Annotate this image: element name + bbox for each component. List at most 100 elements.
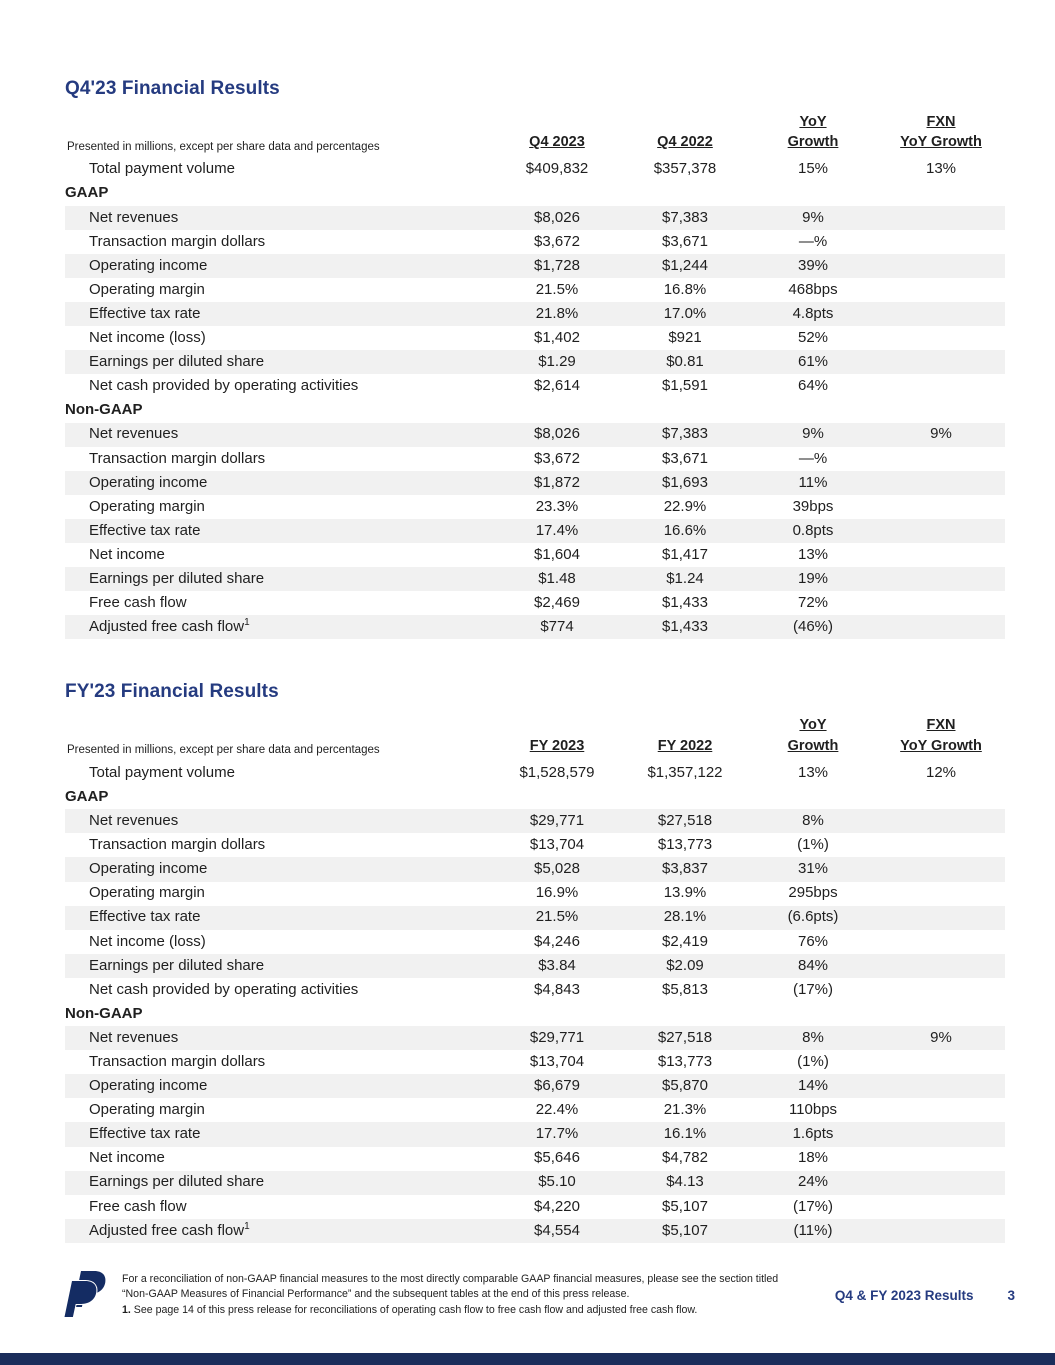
cell-value: $4.13 xyxy=(666,1173,704,1191)
cell-value: $5,813 xyxy=(662,980,708,998)
cell-value: 9% xyxy=(930,425,952,443)
row-label: Operating income xyxy=(89,860,208,878)
cell-value xyxy=(877,1074,1005,1098)
row-label: Transaction margin dollars xyxy=(89,232,266,250)
cell-value: $1,528,579 xyxy=(519,763,595,781)
cell-value: $4,843 xyxy=(534,980,580,998)
cell-value xyxy=(877,954,1005,978)
cell-value: (1%) xyxy=(797,836,829,854)
row-label: Transaction margin dollars xyxy=(89,449,266,467)
cell-value: $5,107 xyxy=(662,1221,708,1239)
table-row: Earnings per diluted share $3.84 $2.09 84% xyxy=(65,953,1005,978)
cell-value: $3,672 xyxy=(534,449,580,467)
cell-value xyxy=(877,809,1005,833)
cell-value xyxy=(877,857,1005,881)
cell-value: $774 xyxy=(540,618,574,636)
section-header-row: Non-GAAP xyxy=(65,399,1005,423)
cell-value: 61% xyxy=(797,353,829,371)
row-label: Effective tax rate xyxy=(89,521,201,539)
cell-value xyxy=(877,567,1005,591)
cell-value: (6.6pts) xyxy=(787,908,839,926)
cell-value xyxy=(877,399,1005,423)
cell-value xyxy=(877,1195,1005,1219)
cell-value xyxy=(621,182,749,206)
cell-value xyxy=(877,1171,1005,1195)
row-label: Net income (loss) xyxy=(89,329,206,347)
cell-value: 9% xyxy=(802,425,824,443)
cell-value: 110bps xyxy=(788,1101,838,1119)
cell-value: $27,518 xyxy=(657,1028,713,1046)
section-label: Non-GAAP xyxy=(65,401,143,419)
cell-value: 16.1% xyxy=(663,1125,707,1143)
cell-value: $27,518 xyxy=(657,812,713,830)
footnote-marker: 1. xyxy=(122,1303,131,1316)
row-label: Net revenues xyxy=(89,425,179,443)
cell-value: $1.48 xyxy=(538,569,576,587)
table-row: Free cash flow $4,220 $5,107 (17%) xyxy=(65,1195,1005,1219)
cell-value: 11% xyxy=(798,473,828,491)
row-label: Adjusted free cash flow1 xyxy=(89,1220,250,1239)
cell-value xyxy=(877,278,1005,302)
cell-value: 84% xyxy=(797,956,829,974)
cell-value: 21.5% xyxy=(535,908,579,926)
cell-value xyxy=(877,930,1005,954)
fy-results-section: FY'23 Financial Results Presented in mil… xyxy=(65,681,1005,1243)
footer-right: Q4 & FY 2023 Results 3 xyxy=(835,1288,1015,1303)
cell-value: $1.24 xyxy=(666,569,704,587)
cell-value xyxy=(877,519,1005,543)
table-row: Net income $5,646 $4,782 18% xyxy=(65,1147,1005,1171)
cell-value: 15% xyxy=(797,160,829,178)
cell-value xyxy=(749,1002,877,1026)
cell-value: $2.09 xyxy=(666,956,704,974)
cell-value xyxy=(621,785,749,809)
cell-value: $4,782 xyxy=(662,1149,708,1167)
cell-value xyxy=(621,399,749,423)
cell-value: 13% xyxy=(797,545,829,563)
table-row: Earnings per diluted share $1.29 $0.81 61% xyxy=(65,350,1005,375)
cell-value xyxy=(493,785,621,809)
row-label: Effective tax rate xyxy=(89,304,201,322)
row-label: Net income (loss) xyxy=(89,932,206,950)
cell-value: $4,554 xyxy=(534,1221,580,1239)
row-label: Operating margin xyxy=(89,497,205,515)
row-label: Total payment volume xyxy=(89,160,235,178)
table-row: Transaction margin dollars $13,704 $13,773… xyxy=(65,833,1005,857)
bottom-accent-bar xyxy=(0,1353,1055,1365)
table-row: Earnings per diluted share $5.10 $4.13 24% xyxy=(65,1170,1005,1195)
cell-value xyxy=(877,1219,1005,1243)
cell-value: $1,591 xyxy=(662,377,708,395)
footnote-1: 1. See page 14 of this press release for… xyxy=(122,1303,782,1318)
cell-value xyxy=(877,471,1005,495)
cell-value: 24% xyxy=(797,1173,829,1191)
row-label: Operating income xyxy=(89,256,208,274)
row-label: Earnings per diluted share xyxy=(89,569,265,587)
cell-value: $8,026 xyxy=(534,208,580,226)
row-label: Free cash flow xyxy=(89,594,187,612)
row-label: Adjusted free cash flow1 xyxy=(89,617,250,636)
table-row: Effective tax rate 21.8% 17.0% 4.8pts xyxy=(65,302,1005,327)
cell-value: $7,383 xyxy=(662,425,708,443)
cell-value xyxy=(877,182,1005,206)
cell-value xyxy=(877,1122,1005,1146)
section-header-row: Non-GAAP xyxy=(65,1002,1005,1026)
cell-value: 39% xyxy=(797,256,829,274)
cell-value xyxy=(493,399,621,423)
cell-value: 468bps xyxy=(788,280,838,298)
cell-value: $357,378 xyxy=(653,160,717,178)
cell-value: (1%) xyxy=(797,1052,829,1070)
cell-value xyxy=(877,615,1005,639)
cell-value: $29,771 xyxy=(529,1028,585,1046)
cell-value xyxy=(877,1002,1005,1026)
cell-value: 12% xyxy=(925,763,957,781)
cell-value xyxy=(877,785,1005,809)
row-label: Free cash flow xyxy=(89,1197,187,1215)
cell-value: $1,693 xyxy=(662,473,708,491)
footnotes-block: For a reconciliation of non-GAAP financi… xyxy=(122,1272,782,1318)
cell-value: 16.9% xyxy=(535,884,579,902)
cell-value xyxy=(877,350,1005,374)
cell-value xyxy=(749,182,877,206)
cell-value: —% xyxy=(798,449,828,467)
cell-value: $5.10 xyxy=(538,1173,576,1191)
cell-value: 4.8pts xyxy=(792,304,834,322)
cell-value: $1,604 xyxy=(534,545,580,563)
